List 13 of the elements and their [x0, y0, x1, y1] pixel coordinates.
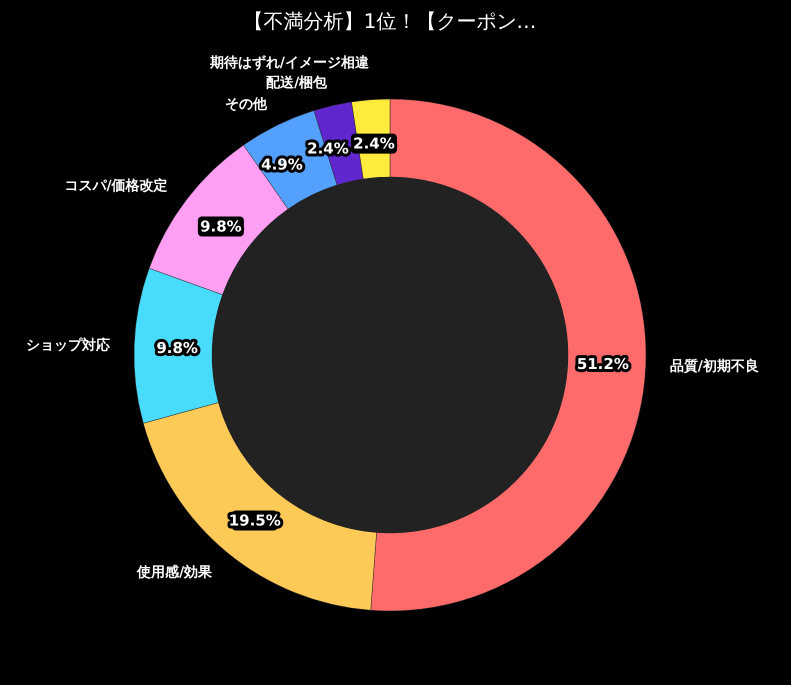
- slice-label: コスパ/価格改定: [64, 176, 168, 194]
- data-label: 9.8%: [200, 218, 242, 236]
- data-label: 51.2%: [576, 355, 629, 374]
- slice-label: 配送/梱包: [266, 75, 328, 92]
- data-label: 9.8%: [156, 338, 198, 357]
- data-label: 4.9%: [261, 156, 303, 174]
- data-label: 2.4%: [353, 134, 395, 153]
- chart-title: 【不満分析】1位！【クーポン…: [244, 9, 536, 33]
- slice-label: 期待はずれ/イメージ相違: [208, 55, 370, 72]
- slice-label: 使用感/効果: [136, 564, 214, 580]
- slice-label: その他: [224, 96, 268, 113]
- slice-label: 品質/初期不良: [670, 358, 759, 375]
- slice-label: ショップ対応: [26, 336, 110, 354]
